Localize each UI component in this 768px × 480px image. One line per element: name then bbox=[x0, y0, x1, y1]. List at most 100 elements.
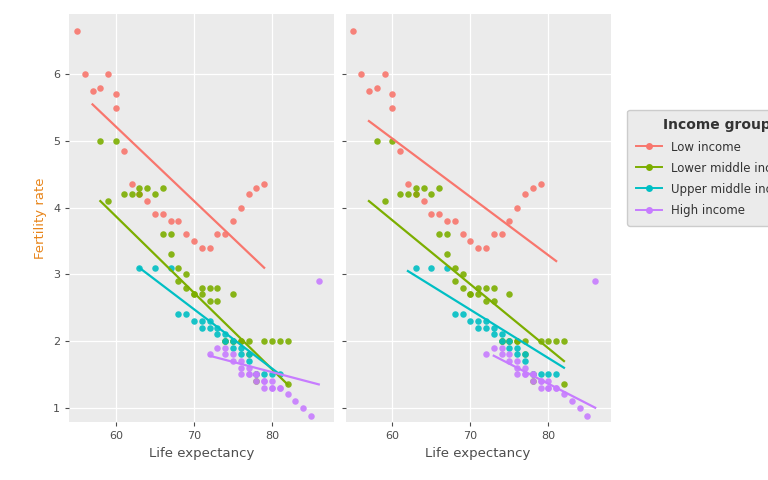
Point bbox=[219, 331, 231, 338]
Point bbox=[464, 317, 476, 325]
Point bbox=[250, 371, 263, 378]
Point bbox=[273, 371, 286, 378]
Point bbox=[110, 91, 122, 98]
Point bbox=[204, 324, 216, 332]
Point bbox=[441, 230, 453, 238]
Point bbox=[196, 290, 208, 298]
Legend: Low income, Lower middle income, Upper middle income, High income: Low income, Lower middle income, Upper m… bbox=[627, 110, 768, 226]
Point bbox=[305, 412, 317, 420]
Point bbox=[472, 317, 485, 325]
Point bbox=[503, 217, 515, 225]
Point bbox=[149, 264, 161, 272]
Point bbox=[219, 350, 231, 358]
Point bbox=[472, 244, 485, 252]
Point bbox=[519, 191, 531, 198]
Point bbox=[78, 71, 91, 78]
Point bbox=[495, 230, 508, 238]
Point bbox=[449, 277, 461, 285]
Point bbox=[409, 191, 422, 198]
Point bbox=[172, 311, 184, 318]
Point bbox=[511, 337, 523, 345]
Point bbox=[125, 191, 137, 198]
Point bbox=[495, 337, 508, 345]
Point bbox=[402, 191, 414, 198]
Point bbox=[234, 371, 247, 378]
Point bbox=[503, 337, 515, 345]
Point bbox=[488, 230, 500, 238]
Point bbox=[133, 191, 145, 198]
Point bbox=[425, 211, 438, 218]
Point bbox=[550, 337, 562, 345]
Point bbox=[550, 384, 562, 392]
Point bbox=[94, 137, 107, 145]
Point bbox=[180, 284, 192, 291]
Point bbox=[519, 371, 531, 378]
Point bbox=[118, 147, 130, 155]
Point bbox=[535, 384, 547, 392]
Point bbox=[172, 277, 184, 285]
Point bbox=[227, 337, 239, 345]
Point bbox=[464, 290, 476, 298]
Point bbox=[433, 211, 445, 218]
Point bbox=[542, 337, 554, 345]
Point bbox=[495, 344, 508, 351]
Point bbox=[281, 381, 293, 388]
Point bbox=[417, 197, 429, 205]
Point bbox=[386, 104, 399, 111]
Point bbox=[511, 350, 523, 358]
Point bbox=[574, 404, 586, 411]
Point bbox=[480, 297, 492, 305]
Point bbox=[449, 311, 461, 318]
Point bbox=[243, 371, 255, 378]
Point bbox=[480, 317, 492, 325]
Point bbox=[535, 180, 547, 188]
Point bbox=[133, 191, 145, 198]
Point bbox=[297, 404, 310, 411]
Point bbox=[250, 371, 263, 378]
Point bbox=[519, 364, 531, 372]
Point bbox=[362, 87, 375, 95]
Point bbox=[441, 264, 453, 272]
Point bbox=[558, 337, 570, 345]
Point bbox=[527, 371, 539, 378]
Point bbox=[472, 290, 485, 298]
Point bbox=[347, 27, 359, 35]
Point bbox=[125, 180, 137, 188]
Point bbox=[204, 244, 216, 252]
Point bbox=[527, 371, 539, 378]
Point bbox=[211, 324, 223, 332]
Point bbox=[234, 364, 247, 372]
Point bbox=[511, 371, 523, 378]
Point bbox=[250, 377, 263, 385]
Point bbox=[535, 377, 547, 385]
X-axis label: Life expectancy: Life expectancy bbox=[425, 447, 531, 460]
Point bbox=[456, 311, 468, 318]
Point bbox=[527, 371, 539, 378]
Point bbox=[157, 211, 169, 218]
Point bbox=[480, 244, 492, 252]
Point bbox=[234, 204, 247, 212]
Point bbox=[371, 137, 383, 145]
Point bbox=[266, 377, 278, 385]
Point bbox=[164, 217, 177, 225]
Point bbox=[204, 317, 216, 325]
Point bbox=[449, 264, 461, 272]
Point bbox=[511, 344, 523, 351]
Point bbox=[417, 184, 429, 192]
Point bbox=[488, 284, 500, 291]
Point bbox=[211, 331, 223, 338]
Point bbox=[258, 384, 270, 392]
Point bbox=[227, 357, 239, 365]
Point bbox=[149, 211, 161, 218]
Point bbox=[266, 337, 278, 345]
Y-axis label: Fertility rate: Fertility rate bbox=[35, 178, 48, 259]
Point bbox=[243, 337, 255, 345]
Point bbox=[266, 384, 278, 392]
Point bbox=[281, 391, 293, 398]
Point bbox=[581, 412, 594, 420]
Point bbox=[266, 371, 278, 378]
Point bbox=[86, 87, 98, 95]
Point bbox=[118, 191, 130, 198]
Point bbox=[211, 297, 223, 305]
Point bbox=[149, 191, 161, 198]
